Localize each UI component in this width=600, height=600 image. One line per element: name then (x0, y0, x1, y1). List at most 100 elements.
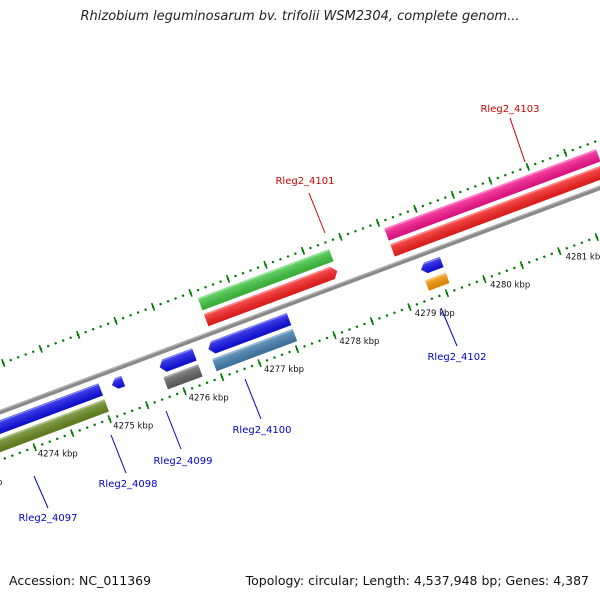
feature-rleg2-4102-cds[interactable] (425, 272, 450, 291)
inner-tick-dot (228, 373, 231, 376)
gene-label-rleg2-4097[interactable]: Rleg2_4097 (18, 513, 77, 524)
inner-tick-dot (490, 275, 494, 278)
feature-rleg2-4102-gene[interactable] (419, 256, 444, 275)
inner-tick-dot (190, 387, 194, 390)
inner-tick-dot (385, 314, 389, 317)
feature-rleg2-4098-gene[interactable] (110, 375, 126, 391)
tick-label: 4280 kbp (490, 281, 530, 291)
outer-tick-dot (474, 185, 477, 188)
inner-tick-mark (182, 387, 187, 396)
inner-tick-dot (355, 325, 359, 328)
inner-tick-dot (11, 454, 14, 457)
gene-label-rleg2-4103[interactable]: Rleg2_4103 (480, 104, 539, 115)
backbone-highlight (0, 151, 600, 447)
outer-tick-dot (46, 344, 50, 348)
outer-tick-mark (450, 190, 455, 199)
outer-tick-dot (496, 176, 500, 180)
outer-tick-dot (384, 218, 387, 222)
inner-tick-dot (41, 443, 44, 446)
outer-tick-dot (571, 148, 574, 152)
outer-tick-dot (406, 210, 410, 213)
page-title: Rhizobium leguminosarum bv. trifolii WSM… (80, 9, 520, 24)
outer-tick-mark (563, 148, 568, 157)
feature-rleg2-4103-cds[interactable] (390, 165, 600, 257)
feature-rleg2-4101-cds[interactable] (203, 265, 340, 327)
outer-tick-dot (541, 159, 544, 163)
callout-line-rleg2-4098 (110, 434, 127, 474)
outer-tick-dot (324, 241, 327, 244)
outer-tick-dot (196, 288, 200, 292)
outer-tick-dot (511, 171, 514, 174)
outer-tick-dot (136, 311, 140, 314)
gene-label-rleg2-4099[interactable]: Rleg2_4099 (153, 456, 212, 467)
outer-tick-track (1, 140, 597, 367)
inner-tick-mark (107, 415, 112, 424)
inner-tick-dot (468, 283, 471, 286)
feature-rleg2-4097-cds[interactable] (0, 399, 109, 476)
callout-line-rleg2-4103 (509, 117, 526, 163)
outer-tick-dot (309, 246, 312, 250)
tick-label: 4276 kbp (189, 393, 229, 403)
gene-label-rleg2-4102[interactable]: Rleg2_4102 (427, 352, 486, 363)
gene-label-rleg2-4101[interactable]: Rleg2_4101 (275, 176, 334, 187)
backbone-line (0, 150, 600, 450)
tick-label: 4273 kbp (0, 478, 2, 488)
inner-tick-dot (26, 448, 29, 452)
outer-tick-dot (144, 308, 147, 311)
inner-tick-dot (423, 300, 426, 303)
outer-tick-dot (586, 143, 589, 146)
feature-rleg2-4100-cds[interactable] (212, 328, 298, 372)
gene-label-rleg2-4098[interactable]: Rleg2_4098 (98, 479, 157, 490)
inner-tick-dot (288, 350, 291, 354)
outer-tick-dot (9, 358, 12, 362)
outer-tick-dot (459, 190, 462, 194)
feature-rleg2-4101-gene[interactable] (197, 249, 334, 311)
outer-tick-dot (181, 294, 185, 297)
feature-rleg2-4099-gene[interactable] (157, 348, 197, 373)
outer-tick-mark (1, 358, 6, 367)
inner-tick-dot (235, 370, 239, 373)
outer-tick-dot (481, 182, 485, 185)
feature-rleg2-4100-gene[interactable] (206, 312, 292, 355)
inner-tick-dot (205, 381, 209, 384)
outer-tick-dot (429, 202, 432, 205)
outer-tick-dot (121, 316, 125, 320)
accession-text: Accession: NC_011369 (9, 573, 152, 588)
inner-tick-dot (565, 247, 568, 250)
outer-tick-mark (150, 302, 156, 311)
inner-tick-mark (407, 303, 412, 312)
outer-tick-dot (106, 322, 110, 325)
feature-rleg2-4103-gene[interactable] (384, 149, 600, 241)
tick-label: 4278 kbp (339, 337, 379, 347)
inner-tick-dot (460, 286, 464, 289)
inner-tick-dot (168, 395, 171, 398)
callout-line-rleg2-4100 (244, 378, 262, 420)
outer-tick-dot (594, 140, 597, 143)
tick-label: 4274 kbp (38, 450, 78, 460)
outer-tick-mark (113, 316, 118, 325)
inner-tick-mark (557, 247, 562, 256)
inner-tick-dot (78, 429, 81, 432)
inner-tick-dot (303, 345, 306, 348)
inner-tick-dot (438, 294, 441, 298)
callout-line-rleg2-4099 (165, 410, 182, 450)
inner-tick-dot (18, 451, 21, 455)
inner-tick-dot (363, 322, 366, 326)
inner-tick-dot (400, 308, 404, 312)
outer-tick-mark (488, 176, 493, 185)
inner-tick-dot (588, 238, 591, 242)
inner-tick-dot (498, 272, 501, 275)
feature-rleg2-4099-cds[interactable] (163, 364, 203, 390)
outer-tick-dot (174, 297, 177, 300)
callout-line-rleg2-4101 (308, 192, 326, 234)
outer-tick-mark (225, 274, 231, 283)
feature-rleg2-4097-gene[interactable] (0, 383, 103, 459)
gene-label-rleg2-4100[interactable]: Rleg2_4100 (232, 425, 291, 436)
inner-tick-dot (213, 378, 216, 382)
inner-tick-mark (594, 233, 599, 242)
outer-tick-dot (331, 238, 335, 241)
outer-tick-dot (211, 283, 215, 286)
inner-tick-dot (175, 392, 179, 396)
outer-tick-dot (129, 314, 132, 317)
inner-tick-dot (505, 269, 509, 272)
